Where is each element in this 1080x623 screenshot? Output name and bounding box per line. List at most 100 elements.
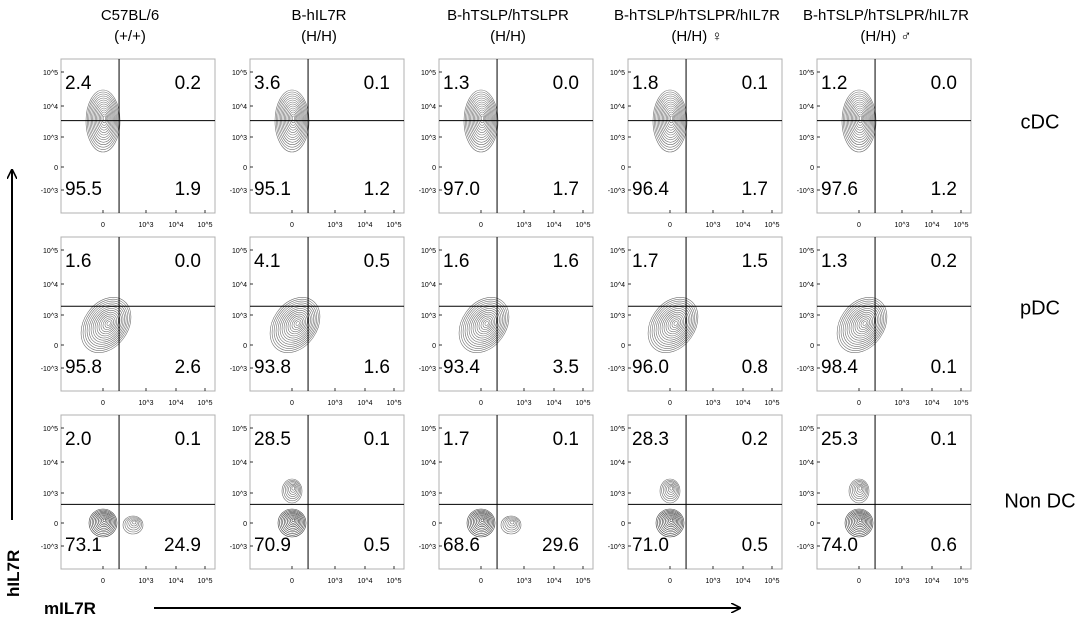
contour-line [661,479,680,502]
x-tick-label: 10^5 [198,222,213,229]
contour-line [500,515,522,535]
x-tick-label: 10^3 [706,400,721,407]
quadrant-lower-left-percent: 97.0 [443,179,480,200]
y-tick-label: 0 [54,521,58,528]
quadrant-upper-left-percent: 1.3 [821,251,847,272]
column-genotype: (H/H) [490,28,526,45]
contour-line [660,101,681,138]
contour-line [285,105,301,133]
contour-line [94,310,121,339]
y-tick-label: 10^4 [799,460,814,467]
contour-line [93,511,114,533]
contour-line [855,516,865,526]
quadrant-upper-right-percent: 0.5 [364,251,390,272]
x-tick-label: 10^5 [954,400,969,407]
contour-population [655,478,685,538]
contour-line [97,107,111,131]
x-tick-label: 10^3 [139,222,154,229]
contour-line [293,319,302,328]
y-tick-label: 10^5 [610,70,625,77]
contour-plot-panel: 1.6 0.0 95.8 2.6 10^5 10^4 10^3 0 -10^3 0 10^3 10^4… [41,236,216,407]
contour-line [281,308,311,341]
contour-line [853,482,866,497]
column-genotype: (H/H) [301,28,337,45]
contour-plot-panel: 2.0 0.1 73.1 24.9 10^5 10^4 10^3 0 -10^3 0 10^3 10^… [41,414,216,585]
contour-line [470,99,493,141]
contour-line [288,516,298,526]
contour-line [122,515,144,535]
contour-line [662,481,678,500]
contour-line [484,321,489,326]
contour-line [289,111,298,126]
contour-line [661,103,680,136]
quadrant-upper-left-percent: 1.6 [443,251,469,272]
contour-line [854,109,866,129]
contour-line [288,483,298,495]
quadrant-lower-left-percent: 95.1 [254,179,291,200]
y-axis-label: hIL7R [4,550,23,597]
contour-line [846,509,873,536]
y-tick-label: -10^3 [419,188,436,195]
contour-line [283,479,302,502]
x-tick-label: 10^3 [517,400,532,407]
contour-line [848,308,878,341]
quadrant-upper-left-percent: 25.3 [821,429,858,450]
contour-line [284,481,300,500]
contour-line [96,105,112,133]
contour-line [80,297,132,353]
contour-line [663,311,686,337]
column-title: B-hTSLP/hTSLPR/hIL7R [803,7,969,24]
contour-line [668,113,675,124]
y-tick-label: 10^4 [232,282,247,289]
contour-line [850,513,869,531]
x-tick-label: 10^5 [765,222,780,229]
quadrant-lower-left-percent: 73.1 [65,535,102,556]
x-tick-label: 0 [857,222,861,229]
quadrant-upper-right-percent: 0.1 [931,429,957,450]
contour-line [502,516,520,533]
y-tick-label: 10^4 [43,282,58,289]
contour-line [287,109,299,129]
y-tick-label: 0 [243,521,247,528]
x-tick-label: 10^3 [139,578,154,585]
y-tick-label: 10^5 [610,248,625,255]
contour-line [659,478,681,504]
quadrant-lower-right-percent: 24.9 [164,535,201,556]
y-tick-label: -10^3 [419,544,436,551]
contour-line [857,517,864,524]
contour-line [852,514,868,529]
contour-line [669,486,674,491]
x-tick-label: 10^3 [895,400,910,407]
plot-frame [249,414,405,570]
contour-line [281,478,303,504]
contour-line [842,302,883,347]
contour-line [471,101,492,138]
contour-line [476,313,496,335]
quadrant-lower-right-percent: 0.5 [742,535,768,556]
y-tick-label: 10^3 [232,491,247,498]
x-tick-label: 0 [857,400,861,407]
y-tick-label: -10^3 [608,544,625,551]
y-tick-label: 10^4 [610,460,625,467]
y-tick-label: 10^3 [610,313,625,320]
column-genotype: (H/H) ♂ [860,28,911,45]
contour-line [291,486,296,491]
x-tick-label: 10^4 [736,578,751,585]
contour-population [85,89,121,153]
y-tick-label: 10^5 [421,248,436,255]
quadrant-lower-right-percent: 0.8 [742,357,768,378]
contour-line [854,313,874,335]
quadrant-upper-left-percent: 1.7 [632,251,658,272]
quadrant-upper-right-percent: 0.0 [175,251,201,272]
y-tick-label: 10^3 [421,313,436,320]
quadrant-lower-left-percent: 93.8 [254,357,291,378]
contour-line [130,519,138,527]
contour-line [506,518,518,529]
contour-plot-panel: 1.3 0.2 98.4 0.1 10^5 10^4 10^3 0 -10^3 0 10^3 10^4… [797,236,972,407]
plot-frame [438,58,594,214]
y-tick-label: 10^3 [610,135,625,142]
contour-line [477,516,487,526]
contour-line [858,486,863,491]
quadrant-lower-right-percent: 2.6 [175,357,201,378]
quadrant-upper-left-percent: 28.3 [632,429,669,450]
